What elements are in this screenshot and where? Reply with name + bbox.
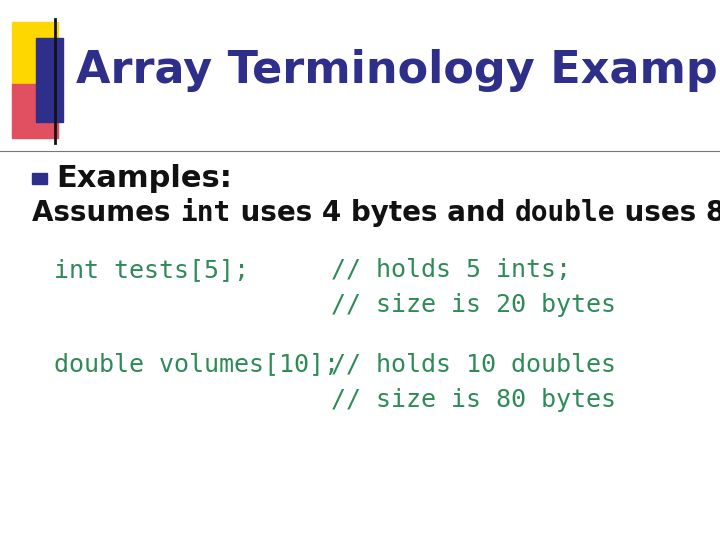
Text: uses 4 bytes and: uses 4 bytes and: [231, 199, 515, 227]
Bar: [12, 84, 58, 138]
Text: // size is 20 bytes: // size is 20 bytes: [331, 293, 616, 317]
Text: int tests[5];: int tests[5];: [54, 258, 249, 282]
Text: double: double: [515, 199, 616, 227]
Text: Array Terminology Examples: Array Terminology Examples: [76, 49, 720, 92]
Bar: [32, 173, 47, 184]
Text: // holds 5 ints;: // holds 5 ints;: [331, 258, 571, 282]
Text: // holds 10 doubles: // holds 10 doubles: [331, 353, 616, 376]
Text: double volumes[10];: double volumes[10];: [54, 353, 339, 376]
Text: uses 8 bytes: uses 8 bytes: [616, 199, 720, 227]
Text: // size is 80 bytes: // size is 80 bytes: [331, 388, 616, 411]
Text: Assumes: Assumes: [32, 199, 181, 227]
Text: Examples:: Examples:: [56, 164, 232, 193]
Text: int: int: [181, 199, 231, 227]
Bar: [36, 38, 63, 122]
Bar: [12, 22, 58, 84]
